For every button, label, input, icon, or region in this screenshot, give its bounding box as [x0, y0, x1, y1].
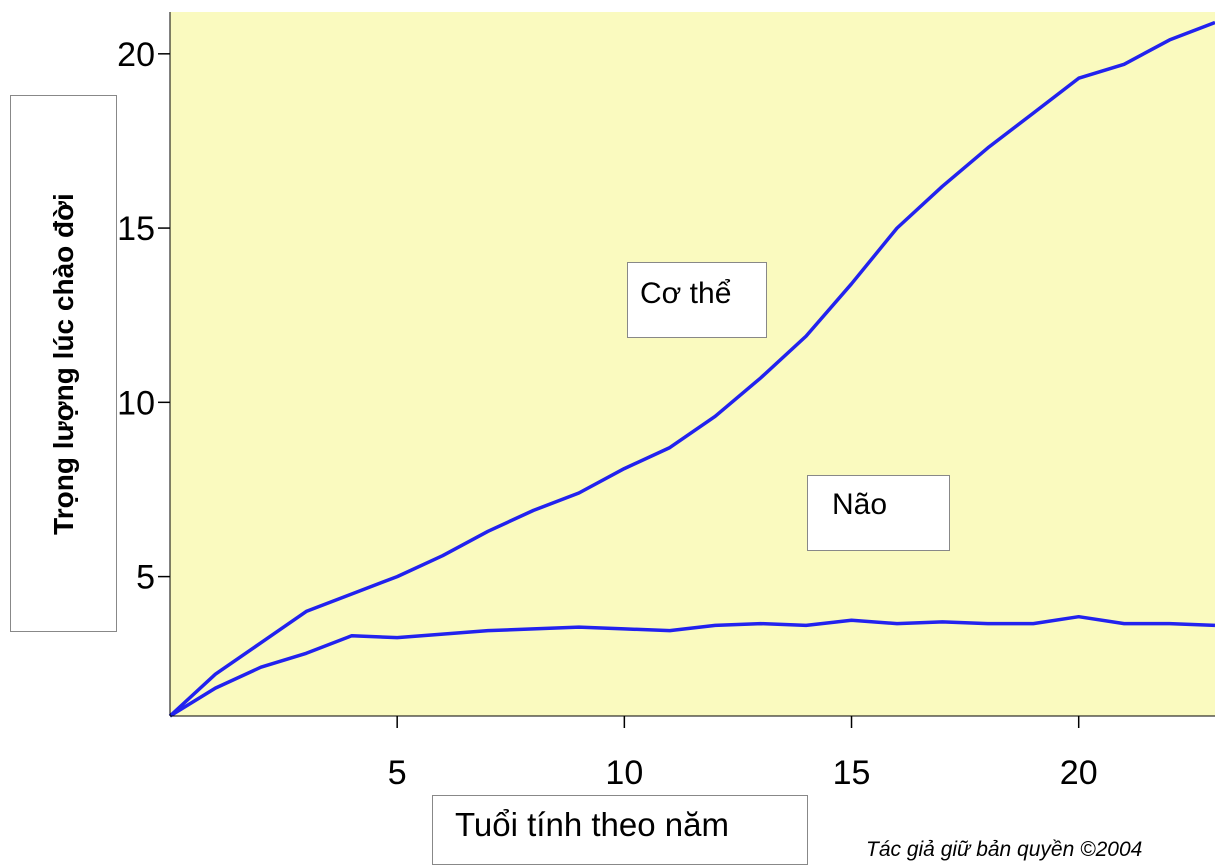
x-tick-label-5: 5: [388, 754, 407, 792]
x-tick-label-15: 15: [833, 754, 871, 792]
y-tick-label-5: 5: [136, 559, 155, 597]
x-tick-label-10: 10: [605, 754, 643, 792]
plot-area: [170, 12, 1215, 716]
y-tick-label-15: 15: [117, 210, 155, 248]
x-tick-label-20: 20: [1060, 754, 1098, 792]
series-label-brain: Não: [807, 475, 950, 551]
y-tick-label-10: 10: [117, 384, 155, 422]
series-line-body: [168, 20, 1215, 718]
copyright-note: Tác giả giữ bản quyền ©2004: [866, 838, 1143, 861]
y-axis-label-box: Trọng lượng lúc chào đời: [10, 95, 117, 632]
series-label-body: Cơ thể: [627, 262, 767, 338]
y-tick-label-20: 20: [117, 36, 155, 74]
y-axis-label: Trọng lượng lúc chào đời: [47, 192, 79, 535]
x-axis-label: Tuổi tính theo năm: [432, 795, 808, 865]
series-line-brain: [169, 614, 1215, 718]
